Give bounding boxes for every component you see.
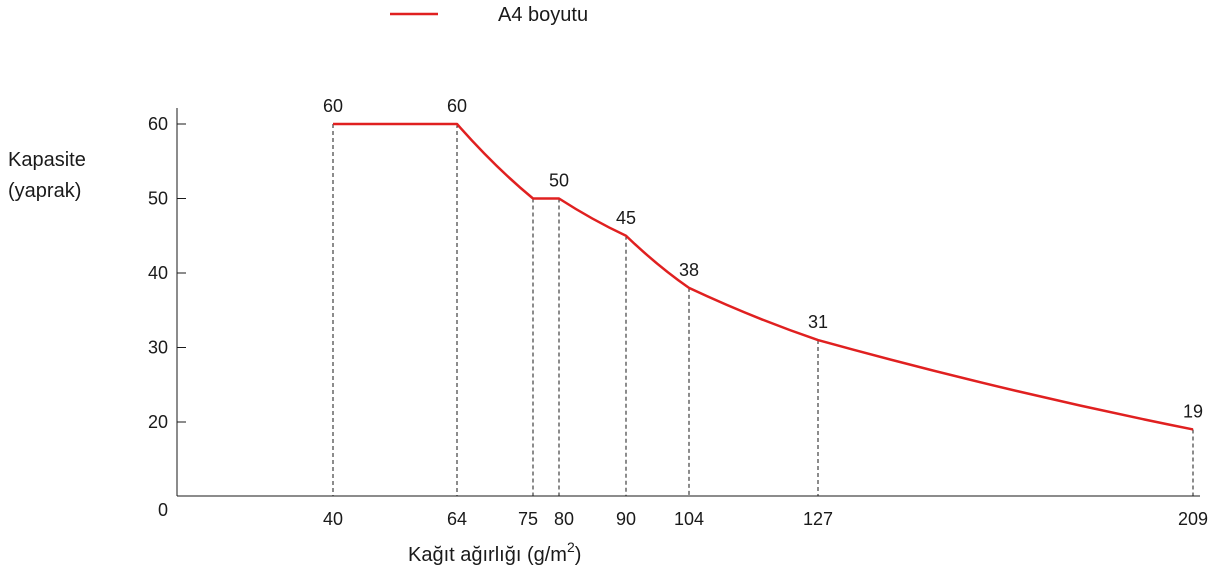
data-label-127: 31: [808, 312, 828, 332]
series-line: [333, 122, 1194, 431]
data-labels: 60 60 50 45 38 31 19: [323, 96, 1203, 421]
series: [333, 122, 1194, 431]
y-tick-label-40: 40: [148, 263, 168, 283]
drop-lines: [332, 124, 1194, 496]
x-axis-label: Kağıt ağırlığı (g/m2): [408, 539, 581, 566]
x-axis-label-superscript: 2: [567, 539, 575, 555]
x-axis-label-main: Kağıt ağırlığı (g/m: [408, 544, 567, 566]
y-tick-label-30: 30: [148, 338, 168, 358]
data-label-64: 60: [447, 96, 467, 116]
x-tick-labels: 40 64 75 80 90 104 127 209: [323, 509, 1208, 529]
legend: A4 boyutu: [390, 4, 588, 26]
x-tick-label-64: 64: [447, 509, 467, 529]
origin-label: 0: [158, 500, 168, 520]
x-tick-label-90: 90: [616, 509, 636, 529]
x-tick-label-80: 80: [554, 509, 574, 529]
y-tick-label-60: 60: [148, 114, 168, 134]
x-axis-label-close: ): [575, 544, 582, 566]
legend-label: A4 boyutu: [498, 4, 588, 26]
x-tick-label-209: 209: [1178, 509, 1208, 529]
y-axis-label-line1: Kapasite: [8, 149, 86, 171]
y-tick-label-50: 50: [148, 189, 168, 209]
x-tick-label-40: 40: [323, 509, 343, 529]
data-label-104: 38: [679, 260, 699, 280]
y-ticks: 20 30 40 50 60: [148, 114, 186, 432]
data-label-209: 19: [1183, 401, 1203, 421]
data-label-80: 50: [549, 171, 569, 191]
data-label-90: 45: [616, 208, 636, 228]
y-tick-label-20: 20: [148, 412, 168, 432]
x-tick-label-104: 104: [674, 509, 704, 529]
x-tick-label-127: 127: [803, 509, 833, 529]
y-axis-label-line2: (yaprak): [8, 180, 81, 202]
data-label-40: 60: [323, 96, 343, 116]
x-tick-label-75: 75: [518, 509, 538, 529]
